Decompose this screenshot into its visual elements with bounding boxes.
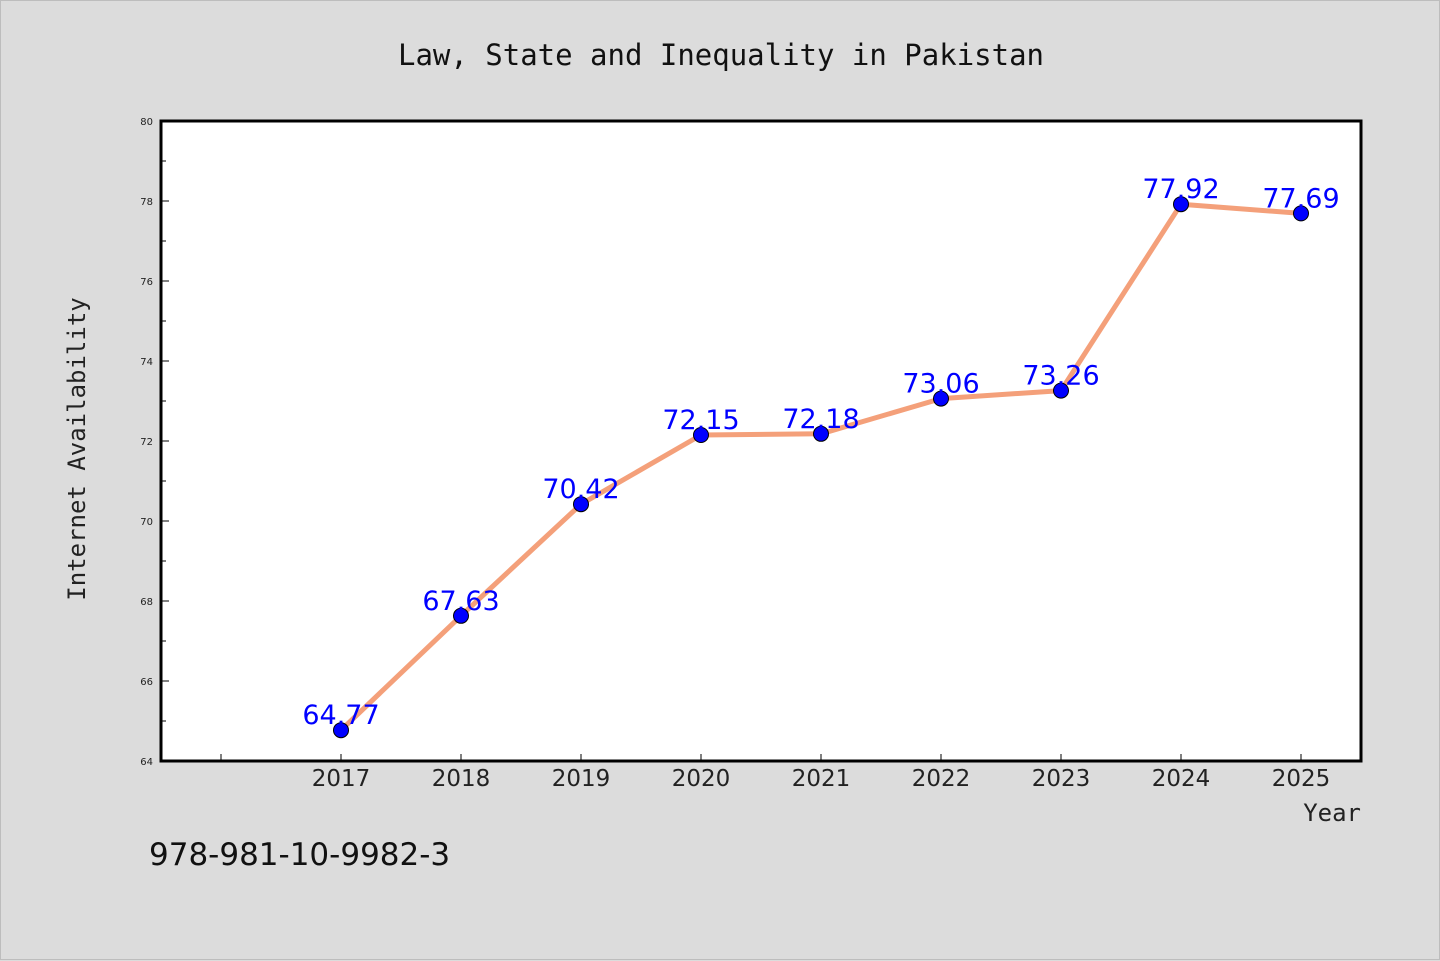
data-labels: 64.77 67.63 70.42 72.15 72.18 73.06 73.26 77.92… bbox=[302, 174, 1339, 731]
x-tick-label: 2024 bbox=[1152, 766, 1211, 792]
data-label: 73.06 bbox=[902, 369, 979, 400]
y-tick-label: 64 bbox=[140, 757, 153, 768]
y-axis: 64 66 68 70 72 74 76 78 80 bbox=[140, 117, 169, 768]
chart-title: Law, State and Inequality in Pakistan bbox=[398, 38, 1044, 72]
y-tick-label: 72 bbox=[140, 437, 153, 448]
data-label: 72.18 bbox=[782, 404, 859, 435]
x-tick-label: 2020 bbox=[672, 766, 731, 792]
x-tick-label: 2017 bbox=[312, 766, 371, 792]
data-point bbox=[933, 390, 949, 407]
x-tick-label: 2022 bbox=[912, 766, 971, 792]
isbn-text: 978-981-10-9982-3 bbox=[149, 837, 450, 873]
plot-area bbox=[159, 119, 1363, 763]
data-label: 77.92 bbox=[1142, 174, 1219, 205]
data-label: 77.69 bbox=[1262, 183, 1339, 214]
data-label: 70.42 bbox=[542, 474, 619, 505]
x-axis-label: Year bbox=[1303, 799, 1361, 827]
data-label: 67.63 bbox=[422, 586, 499, 617]
y-tick-label: 80 bbox=[140, 117, 153, 128]
x-axis: 2017 2018 2019 2020 2021 2022 2023 2024 2025 bbox=[220, 754, 1331, 792]
data-point bbox=[453, 607, 469, 624]
data-point bbox=[333, 722, 349, 739]
data-label: 64.77 bbox=[302, 700, 379, 731]
y-axis-label: Internet Availability bbox=[63, 297, 91, 600]
series-markers bbox=[333, 196, 1309, 739]
y-tick-label: 66 bbox=[140, 677, 153, 688]
x-tick-label: 2023 bbox=[1032, 766, 1091, 792]
data-point bbox=[1173, 196, 1189, 213]
x-tick-label: 2021 bbox=[792, 766, 851, 792]
y-tick-label: 78 bbox=[140, 197, 153, 208]
data-point bbox=[1293, 205, 1309, 222]
data-point bbox=[693, 427, 709, 443]
x-tick-label: 2025 bbox=[1272, 766, 1331, 792]
y-tick-label: 76 bbox=[140, 277, 153, 288]
data-point bbox=[813, 425, 829, 442]
x-tick-label: 2018 bbox=[432, 766, 491, 792]
y-tick-label: 68 bbox=[140, 597, 153, 608]
data-point bbox=[1053, 382, 1069, 399]
data-point bbox=[573, 496, 589, 513]
y-tick-label: 74 bbox=[140, 357, 153, 368]
x-tick-label: 2019 bbox=[552, 766, 611, 792]
data-label: 72.15 bbox=[662, 405, 739, 436]
data-label: 73.26 bbox=[1022, 361, 1099, 392]
y-tick-label: 70 bbox=[140, 517, 153, 528]
